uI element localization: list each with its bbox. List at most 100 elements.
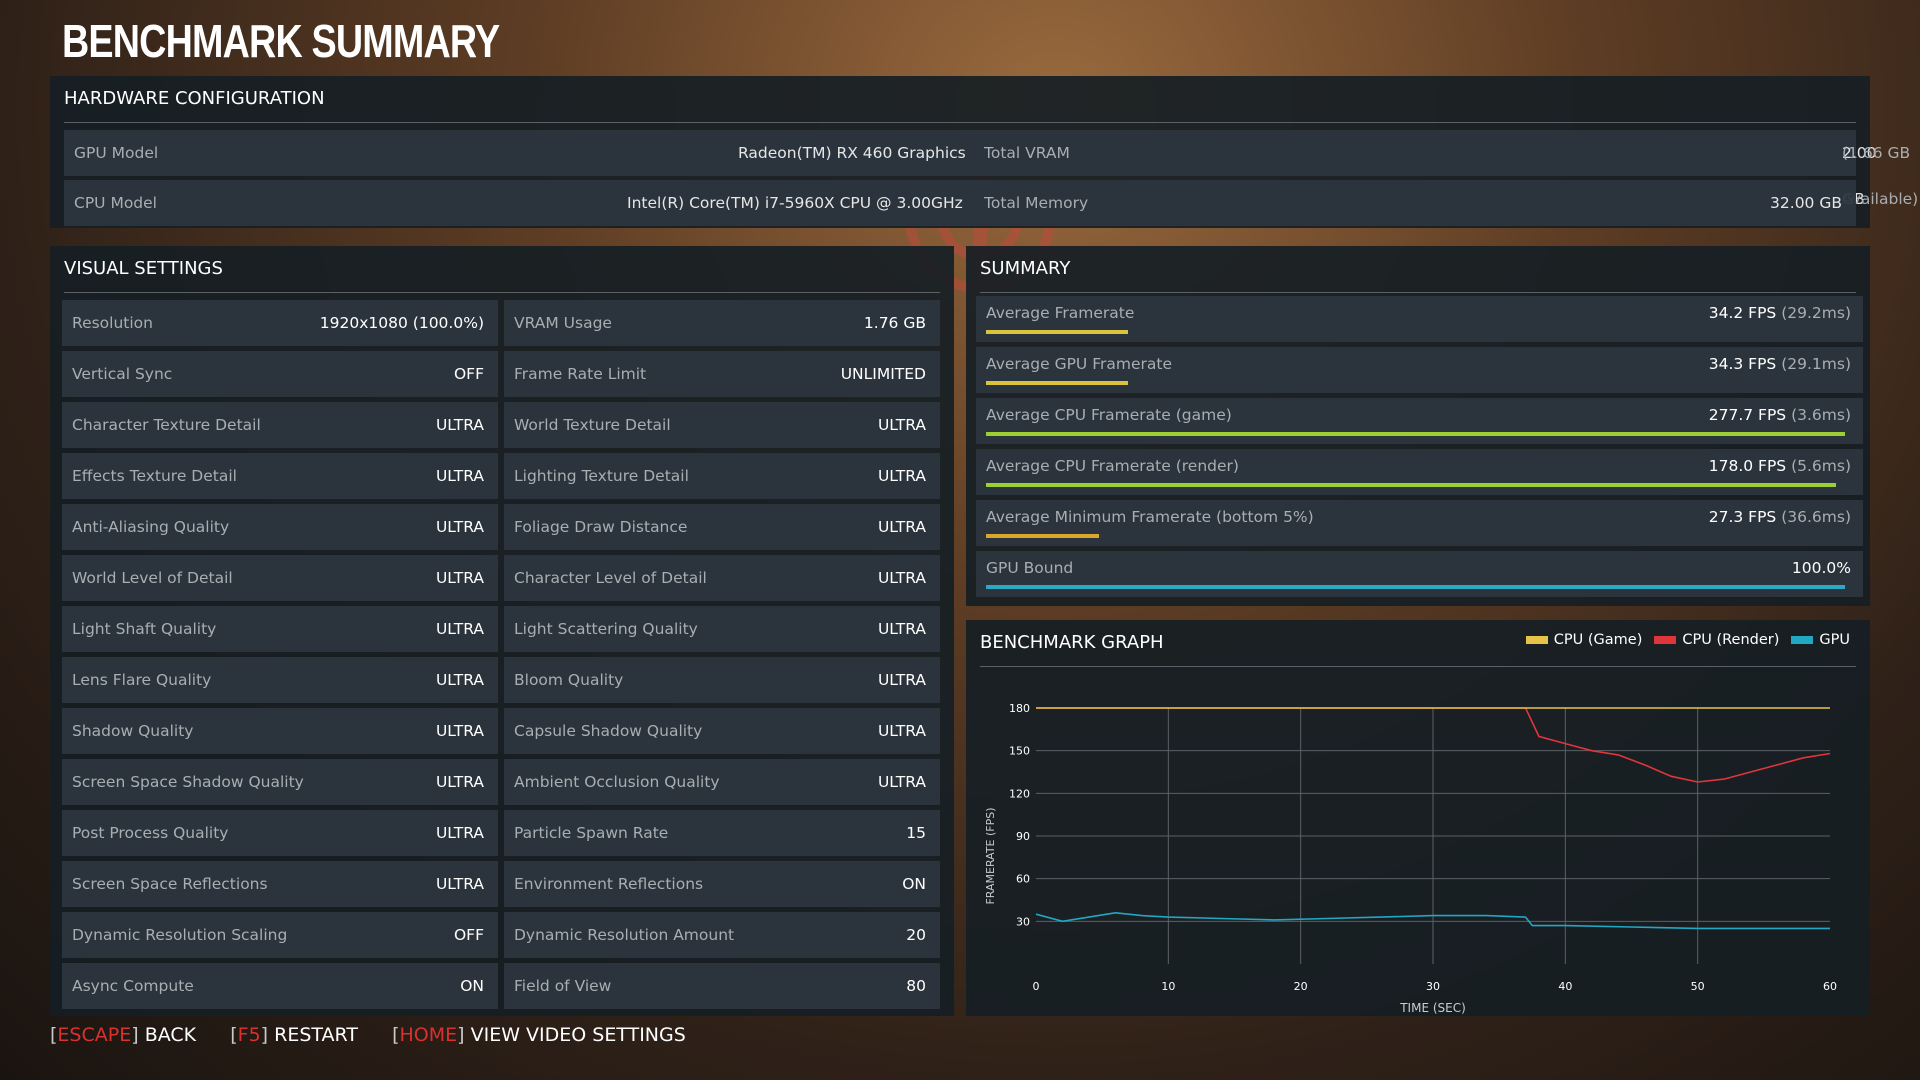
restart-action[interactable]: [F5] RESTART (230, 1024, 358, 1046)
total-vram-label: Total VRAM (984, 144, 1070, 162)
setting-label: Foliage Draw Distance (514, 518, 688, 536)
y-tick-label: 30 (1016, 915, 1030, 928)
gpu-model-row: GPU Model Radeon(TM) RX 460 Graphics Tot… (64, 130, 1918, 208)
setting-value: ULTRA (877, 722, 926, 740)
y-tick-label: 180 (1009, 702, 1030, 715)
setting-row: Effects Texture Detail ULTRA (62, 453, 498, 499)
summary-bar (986, 432, 1845, 436)
setting-row: Environment Reflections ON (504, 861, 940, 907)
gpu-model-label: GPU Model (74, 144, 159, 162)
summary-row: Average Minimum Framerate (bottom 5%) 27.… (976, 500, 1863, 546)
setting-row: Ambient Occlusion Quality ULTRA (504, 759, 940, 805)
summary-label: Average GPU Framerate (986, 355, 1172, 373)
x-axis-label: TIME (SEC) (1399, 1001, 1466, 1015)
y-tick-label: 60 (1016, 873, 1030, 886)
setting-value: ULTRA (877, 569, 926, 587)
setting-label: Dynamic Resolution Scaling (72, 926, 288, 944)
setting-value: OFF (453, 365, 484, 383)
setting-label: Resolution (72, 314, 153, 332)
series-line-cpu-render (1036, 707, 1831, 783)
x-tick-label: 40 (1558, 980, 1572, 993)
setting-label: Async Compute (72, 977, 194, 995)
x-tick-label: 60 (1823, 980, 1837, 993)
setting-label: Post Process Quality (72, 824, 229, 842)
summary-panel: SUMMARY Average Framerate 34.2 FPS (29.2m… (966, 246, 1870, 606)
summary-row: Average CPU Framerate (game) 277.7 FPS (3… (976, 398, 1863, 444)
cpu-model-label: CPU Model (74, 194, 157, 212)
setting-row: Frame Rate Limit UNLIMITED (504, 351, 940, 397)
setting-label: Environment Reflections (514, 875, 704, 893)
setting-label: Light Shaft Quality (72, 620, 217, 638)
setting-label: VRAM Usage (514, 314, 612, 332)
cpu-model-value: Intel(R) Core(TM) i7-5960X CPU @ 3.00GHz (627, 194, 963, 212)
summary-value: 100.0% (1791, 559, 1851, 577)
setting-value: ULTRA (877, 671, 926, 689)
x-tick-label: 50 (1691, 980, 1705, 993)
setting-value: ULTRA (877, 416, 926, 434)
setting-row: Anti-Aliasing Quality ULTRA (62, 504, 498, 550)
setting-label: Character Texture Detail (72, 416, 261, 434)
summary-bar (986, 381, 1128, 385)
setting-label: Anti-Aliasing Quality (72, 518, 230, 536)
setting-value: 1920x1080 (100.0%) (319, 314, 484, 332)
setting-row: Lens Flare Quality ULTRA (62, 657, 498, 703)
setting-row: Foliage Draw Distance ULTRA (504, 504, 940, 550)
setting-value: ULTRA (877, 467, 926, 485)
setting-value: ULTRA (435, 773, 484, 791)
setting-row: VRAM Usage 1.76 GB (504, 300, 940, 346)
summary-label: GPU Bound (986, 559, 1074, 577)
setting-value: ULTRA (435, 671, 484, 689)
summary-label: Average Minimum Framerate (bottom 5%) (986, 508, 1314, 526)
setting-value: ULTRA (435, 467, 484, 485)
view-video-settings-action[interactable]: [HOME] VIEW VIDEO SETTINGS (392, 1024, 686, 1046)
setting-value: UNLIMITED (840, 365, 926, 383)
setting-value: ULTRA (435, 569, 484, 587)
setting-row: Screen Space Reflections ULTRA (62, 861, 498, 907)
summary-bar (986, 534, 1099, 538)
visual-settings-heading: VISUAL SETTINGS (64, 246, 940, 293)
setting-value: ULTRA (435, 620, 484, 638)
framerate-chart: 30 60 90 120 150 180 0 10 20 30 40 50 60 TIME (SEC) FR… (984, 702, 1837, 1015)
legend-cpu-game: CPU (Game) (1525, 632, 1642, 648)
visual-settings-panel: VISUAL SETTINGS Resolution 1920x1080 (100… (50, 246, 954, 1016)
setting-value: ON (460, 977, 484, 995)
legend-cpu-render: CPU (Render) (1654, 632, 1779, 648)
setting-label: Vertical Sync (72, 365, 173, 383)
setting-row: Bloom Quality ULTRA (504, 657, 940, 703)
setting-value: 1.76 GB (863, 314, 926, 332)
setting-label: Lighting Texture Detail (514, 467, 689, 485)
setting-row: Lighting Texture Detail ULTRA (504, 453, 940, 499)
setting-label: World Texture Detail (514, 416, 671, 434)
graph-legend: CPU (Game) CPU (Render) GPU (1525, 632, 1850, 648)
setting-value: ULTRA (435, 722, 484, 740)
page-title: BENCHMARK SUMMARY (62, 15, 500, 67)
setting-row: Shadow Quality ULTRA (62, 708, 498, 754)
summary-row: Average GPU Framerate 34.3 FPS (29.1ms) (976, 347, 1863, 393)
total-memory-label: Total Memory (984, 194, 1089, 212)
footer-actions: [ESCAPE] BACK [F5] RESTART [HOME] VIEW V… (50, 1024, 686, 1046)
x-tick-label: 10 (1161, 980, 1175, 993)
summary-bar (986, 330, 1128, 334)
setting-value: ULTRA (435, 416, 484, 434)
series-line-gpu (1035, 911, 1830, 930)
setting-row: Dynamic Resolution Scaling OFF (62, 912, 498, 958)
setting-row: Async Compute ON (62, 963, 498, 1009)
summary-heading: SUMMARY (980, 246, 1856, 293)
setting-label: Bloom Quality (514, 671, 624, 689)
setting-row: Field of View 80 (504, 963, 940, 1009)
summary-row: Average CPU Framerate (render) 178.0 FPS … (976, 449, 1863, 495)
setting-row: Resolution 1920x1080 (100.0%) (62, 300, 498, 346)
setting-row: World Texture Detail ULTRA (504, 402, 940, 448)
setting-label: Particle Spawn Rate (514, 824, 669, 842)
hardware-heading: HARDWARE CONFIGURATION (64, 76, 1856, 123)
setting-value: ULTRA (877, 620, 926, 638)
summary-value: 178.0 FPS (5.6ms) (1708, 457, 1851, 475)
setting-label: Shadow Quality (72, 722, 194, 740)
summary-bar (986, 483, 1836, 487)
setting-value: ULTRA (877, 773, 926, 791)
back-action[interactable]: [ESCAPE] BACK (50, 1024, 197, 1046)
setting-label: Capsule Shadow Quality (514, 722, 703, 740)
summary-value: 277.7 FPS (3.6ms) (1708, 406, 1851, 424)
setting-row: Post Process Quality ULTRA (62, 810, 498, 856)
y-axis-label: FRAMERATE (FPS) (984, 807, 997, 904)
